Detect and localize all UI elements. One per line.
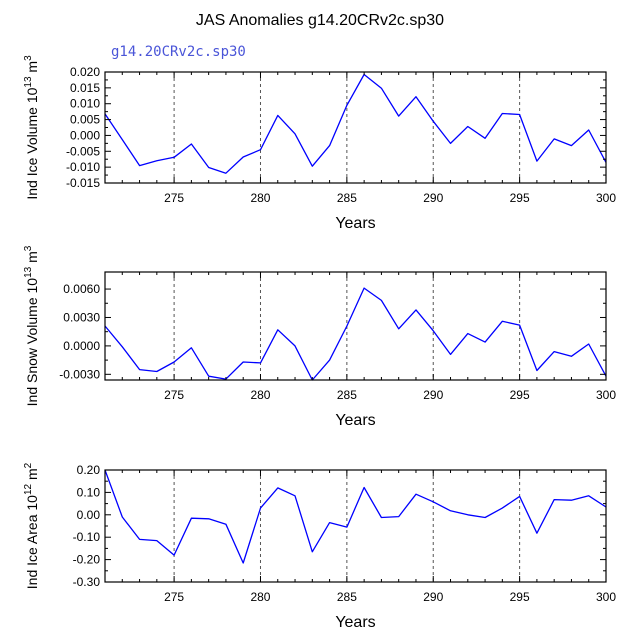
y-tick-label: 0.015 [70,81,100,95]
y-tick-label: 0.0060 [63,282,100,296]
y-axis-label: Ind Snow Volume 1013 m3 [23,245,40,406]
y-tick-label: 0.20 [77,463,101,477]
y-tick-label: 0.010 [70,97,100,111]
y-axis-label: Ind Ice Volume 1013 m3 [23,55,40,200]
x-tick-label: 275 [164,590,184,604]
chart-panel-ice-area: -0.30 -0.20 -0.10 0.00 0.10 0.20 275 280 285 290 2… [23,462,616,631]
x-axis-label: Years [335,614,375,631]
x-tick-label: 275 [164,388,184,402]
plot-frame [104,469,607,583]
x-tick-label: 280 [250,590,270,604]
x-tick-label: 290 [423,388,443,402]
y-tick-label: -0.005 [66,144,100,158]
y-tick-label: 0.00 [77,508,101,522]
x-tick-label: 285 [337,191,357,205]
x-tick-label: 300 [596,590,616,604]
x-tick-label: 275 [164,191,184,205]
y-tick-label: 0.005 [70,113,100,127]
x-tick-label: 285 [337,590,357,604]
x-tick-label: 280 [250,388,270,402]
x-tick-label: 280 [250,191,270,205]
x-tick-label: 285 [337,388,357,402]
chart-panel-snow-volume: -0.0030 0.0000 0.0030 0.0060 275 280 285 290 295… [23,245,616,429]
x-axis-label: Years [335,412,375,429]
chart-title: JAS Anomalies g14.20CRv2c.sp30 [196,12,444,29]
x-tick-label: 290 [423,590,443,604]
y-tick-label: -0.015 [66,176,100,190]
y-tick-label: -0.010 [66,160,100,174]
x-tick-label: 295 [510,590,530,604]
y-tick-label: -0.0030 [59,367,100,381]
chart-subtitle: g14.20CRv2c.sp30 [111,44,246,60]
series-line [104,73,607,174]
y-tick-label: -0.10 [73,530,101,544]
y-tick-label: 0.0000 [63,339,100,353]
x-tick-label: 290 [423,191,443,205]
x-tick-label: 300 [596,191,616,205]
y-tick-label: 0.000 [70,128,100,142]
x-tick-label: 295 [510,388,530,402]
x-tick-label: 300 [596,388,616,402]
y-tick-label: -0.20 [73,553,101,567]
panels: -0.015 -0.010 -0.005 0.0000.005 0.010 0.015 0.… [23,55,616,631]
chart-panel-ice-volume: -0.015 -0.010 -0.005 0.0000.005 0.010 0.015 0.… [23,55,616,232]
y-tick-label: -0.30 [73,575,101,589]
y-axis-label: Ind Ice Area 1012 m2 [23,462,40,589]
y-tick-label: 0.0030 [63,310,100,324]
series-line [104,287,607,381]
series-line [104,469,607,564]
x-tick-label: 295 [510,191,530,205]
y-tick-label: 0.10 [77,485,101,499]
x-axis-label: Years [335,215,375,232]
y-tick-label: 0.020 [70,65,100,79]
plot-frame [104,271,607,381]
